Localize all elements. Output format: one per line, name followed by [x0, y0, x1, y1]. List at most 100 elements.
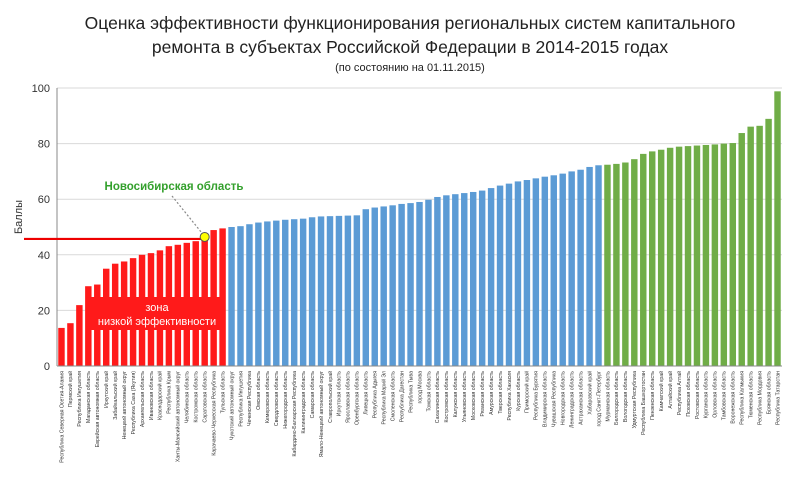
x-tick-label: Оренбургская область: [355, 371, 361, 425]
x-tick-label: Ленинградская область: [569, 371, 575, 428]
x-tick-label: Ханты-Мансийский автономный округ: [175, 371, 182, 462]
x-tick-label: Рязанская область: [480, 371, 486, 417]
bar: [702, 144, 710, 366]
x-tick-label: Костромская область: [194, 371, 200, 423]
bar: [452, 194, 459, 366]
x-tick-label: Костромская область: [444, 371, 450, 423]
bar: [666, 147, 674, 366]
x-tick-label: Пензенская область: [650, 371, 656, 420]
x-tick-label: Нижегородская область: [283, 371, 289, 429]
y-tick-label: 40: [38, 250, 50, 262]
x-tick-label: город Москва: [417, 371, 423, 404]
x-tick-label: Магаданская область: [86, 371, 92, 423]
x-tick-label: Ульяновская область: [462, 371, 468, 423]
bar: [389, 205, 396, 366]
bar: [255, 222, 262, 366]
x-tick-label: Саратовская область: [202, 371, 208, 423]
x-tick-label: Калининградская область: [301, 371, 307, 434]
x-tick-label: Псковская область: [686, 371, 692, 417]
bar: [317, 216, 325, 366]
bar: [290, 219, 298, 366]
x-tick-label: Республика Северная Осетия-Алания: [59, 371, 65, 463]
x-tick-label: Чукотский автономный округ: [228, 371, 235, 440]
bar: [469, 191, 477, 366]
bar: [407, 203, 414, 366]
bar: [774, 91, 781, 366]
x-tick-label: Республика Алтай: [676, 371, 683, 415]
bar: [648, 151, 656, 366]
x-tick-label: Тверская область: [498, 371, 504, 414]
bar: [308, 217, 316, 366]
bar: [478, 190, 486, 366]
x-tick-label: Мурманская область: [605, 371, 611, 422]
x-tick-label: Алтайский край: [667, 371, 674, 409]
x-tick-label: Пермский край: [67, 371, 74, 407]
bar: [487, 188, 495, 366]
x-tick-label: Республика Калмыкия: [740, 371, 746, 425]
bar: [514, 181, 522, 366]
x-tick-label: Самарская область: [310, 371, 316, 419]
x-tick-label: Кемеровская область: [265, 371, 271, 423]
x-tick-label: Амурская область: [489, 371, 495, 415]
x-tick-label: Брянская область: [766, 371, 772, 415]
bar: [604, 164, 611, 366]
bar: [273, 220, 280, 366]
x-axis-labels: Республика Северная Осетия-Алания Пермски…: [59, 371, 781, 463]
bar: [720, 143, 728, 366]
chart-title-line-2: ремонта в субъектах Российской Федерации…: [152, 37, 668, 57]
x-tick-label: Воронежская область: [731, 371, 737, 424]
x-tick-label: Вологодская область: [623, 371, 629, 422]
y-tick-label: 80: [38, 139, 50, 151]
x-tick-label: Камчатский край: [658, 371, 665, 411]
x-tick-label: Республика Марий Эл: [380, 371, 387, 425]
bar: [747, 126, 754, 366]
chart-subtitle: (по состоянию на 01.11.2015): [335, 62, 485, 74]
x-tick-label: Иркутская область: [337, 371, 343, 416]
x-tick-label: Кабардино-Балкарская Республика: [292, 371, 298, 457]
bar: [756, 125, 763, 366]
bar: [595, 165, 602, 366]
bar: [246, 224, 253, 366]
bar: [380, 206, 387, 366]
bar: [550, 175, 557, 366]
x-tick-label: Республика Адыгея: [373, 371, 379, 418]
x-tick-label: Республика Саха (Якутия): [131, 371, 137, 435]
bar: [461, 193, 468, 366]
x-tick-label: Ставропольский край: [327, 371, 334, 423]
bar: [398, 203, 405, 366]
bar: [622, 162, 629, 366]
x-tick-label: Чувашская Республика: [552, 371, 558, 427]
bar: [675, 146, 683, 366]
bar: [711, 144, 719, 366]
x-tick-label: Чеченская Республика: [247, 371, 253, 426]
x-tick-label: Белгородская область: [614, 371, 620, 425]
bar: [76, 305, 83, 366]
x-tick-label: Сахалинская область: [435, 371, 441, 424]
bar: [282, 219, 289, 366]
bar: [568, 171, 575, 366]
x-tick-label: Челябинская область: [185, 371, 191, 423]
zone-label-line-1: зона: [145, 302, 169, 314]
bar: [362, 209, 370, 366]
x-tick-label: Удмуртская Республика: [632, 371, 638, 428]
bar: [657, 149, 665, 366]
bar: [631, 159, 638, 366]
x-tick-label: Краснодарский край: [157, 371, 164, 420]
bar: [541, 176, 549, 366]
bar: [765, 118, 772, 366]
x-tick-label: Курганская область: [704, 371, 710, 419]
x-tick-label: Ямало-Ненецкий автономный округ: [318, 371, 325, 457]
x-tick-label: Калужская область: [453, 371, 459, 418]
y-tick-label: 0: [44, 361, 50, 373]
x-tick-label: Хабаровский край: [586, 371, 593, 415]
x-tick-label: Архангельская область: [140, 371, 146, 427]
y-tick-label: 20: [38, 305, 50, 317]
x-tick-label: Ненецкий автономный округ: [121, 371, 128, 439]
x-tick-label: Республика Мордовия: [757, 371, 763, 425]
x-tick-label: Курская область: [516, 371, 522, 411]
bar: [85, 286, 92, 366]
zone-label-line-2: низкой эффективности: [98, 316, 216, 328]
low-efficiency-zone-box: [91, 297, 223, 330]
bar: [228, 227, 235, 366]
bar: [559, 173, 566, 366]
